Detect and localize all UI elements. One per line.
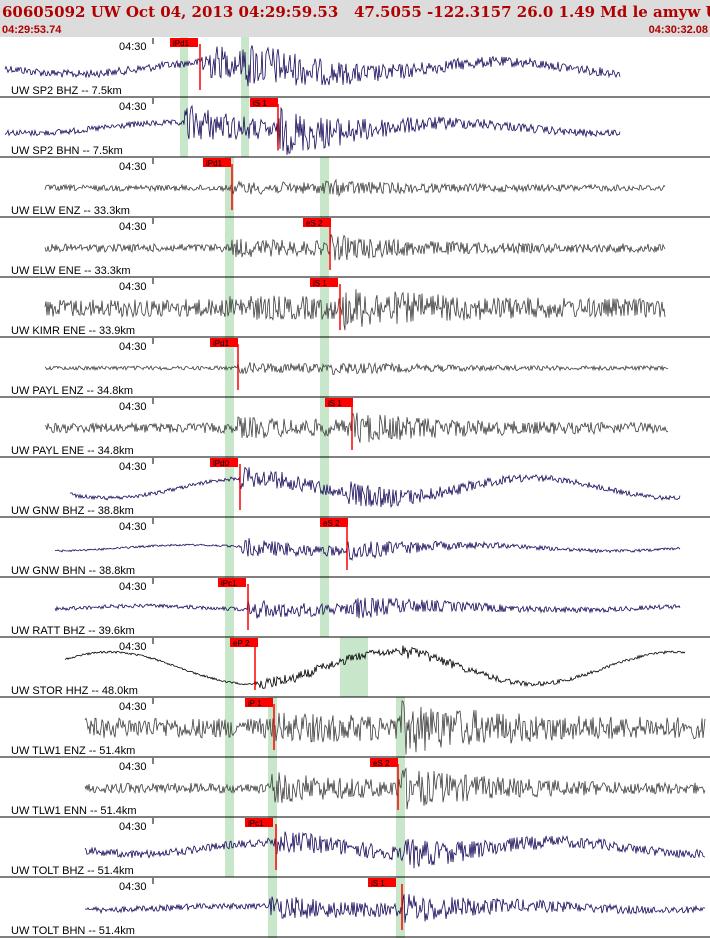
pick-label[interactable]: iP 1	[248, 699, 262, 708]
trace-label: UW TLW1 ENZ -- 51.4km	[11, 745, 135, 757]
waveform-trace	[69, 466, 681, 508]
waveform-trace	[44, 178, 666, 198]
pick-flag[interactable]	[245, 818, 273, 827]
waveform-trace	[54, 597, 681, 619]
trace-label: UW STOR HHZ -- 48.0km	[11, 685, 138, 697]
pick-flag[interactable]	[230, 638, 258, 647]
time-label: 04:30	[119, 341, 147, 353]
pick-flag[interactable]	[210, 458, 238, 467]
pick-label[interactable]: iS 1	[253, 99, 267, 108]
time-label: 04:30	[119, 101, 147, 113]
time-label: 04:30	[119, 701, 147, 713]
pick-flag[interactable]	[218, 578, 246, 587]
time-label: 04:30	[119, 281, 147, 293]
pick-label[interactable]: iS 1	[313, 279, 327, 288]
trace-label: UW TOLT BHZ -- 51.4km	[11, 865, 134, 877]
trace-label: UW SP2 BHN -- 7.5km	[11, 145, 123, 157]
time-label: 04:30	[119, 461, 147, 473]
trace-label: UW TOLT BHN -- 51.4km	[11, 925, 135, 937]
pick-window-band	[340, 637, 368, 697]
trace-label: UW TLW1 ENN -- 51.4km	[11, 805, 137, 817]
start-time: 04:29:53.74	[2, 24, 62, 36]
trace-label: UW RATT BHZ -- 39.6km	[11, 625, 135, 637]
pick-label[interactable]: eP 2	[233, 639, 250, 648]
header-bar: 60605092 UW Oct 04, 2013 04:29:59.53 47.…	[0, 0, 710, 37]
waveform-trace	[44, 289, 666, 331]
time-label: 04:30	[119, 881, 147, 893]
pick-flag[interactable]	[370, 758, 398, 767]
pick-label[interactable]: iPd1	[213, 339, 230, 348]
pick-label[interactable]: iS 1	[328, 399, 342, 408]
pick-flag[interactable]	[368, 878, 396, 887]
pick-flag[interactable]	[170, 38, 198, 47]
trace-label: UW ELW ENE -- 33.3km	[11, 265, 131, 277]
time-label: 04:30	[119, 161, 147, 173]
time-label: 04:30	[119, 221, 147, 233]
pick-label[interactable]: iS 1	[371, 879, 385, 888]
pick-label[interactable]: eS 2	[323, 519, 340, 528]
pick-flag[interactable]	[245, 698, 273, 707]
waveform-trace	[84, 700, 706, 755]
pick-flag[interactable]	[325, 398, 353, 407]
seismogram-panel: 04:30 iPd1 UW SP2 BHZ -- 7.5km 04:30 iS 1 UW …	[0, 37, 710, 938]
pick-label[interactable]: iPc1	[221, 579, 237, 588]
waveform-trace	[64, 645, 686, 690]
trace-label: UW ELW ENZ -- 33.3km	[11, 205, 130, 217]
pick-label[interactable]: eS 2	[373, 759, 390, 768]
waveform-trace	[44, 234, 666, 261]
waveform-trace	[44, 362, 669, 376]
trace-label: UW PAYL ENZ -- 34.8km	[11, 385, 133, 397]
trace-label: UW GNW BHN -- 38.8km	[11, 565, 135, 577]
end-time: 04:30:32.08	[648, 24, 708, 36]
waveform-trace	[84, 894, 706, 923]
waveform-trace	[84, 767, 706, 810]
pick-label[interactable]: eS 2	[306, 219, 323, 228]
pick-label[interactable]: iPd1	[173, 39, 190, 48]
time-label: 04:30	[119, 401, 147, 413]
time-label: 04:30	[119, 821, 147, 833]
trace-label: UW KIMR ENE -- 33.9km	[11, 325, 135, 337]
pick-flag[interactable]	[320, 518, 348, 527]
pick-label[interactable]: iPd0	[213, 459, 230, 468]
trace-label: UW PAYL ENE -- 34.8km	[11, 445, 134, 457]
event-title: 60605092 UW Oct 04, 2013 04:29:59.53 47.…	[2, 3, 710, 21]
pick-flag[interactable]	[210, 338, 238, 347]
pick-flag[interactable]	[250, 98, 278, 107]
waveform-trace	[54, 538, 681, 562]
waveform-trace	[4, 104, 621, 155]
pick-flag[interactable]	[203, 158, 231, 167]
waveform-trace	[44, 412, 669, 443]
pick-label[interactable]: iPd1	[206, 159, 223, 168]
time-label: 04:30	[119, 521, 147, 533]
waveform-trace	[4, 45, 621, 87]
time-label: 04:30	[119, 761, 147, 773]
pick-flag[interactable]	[303, 218, 331, 227]
trace-label: UW SP2 BHZ -- 7.5km	[11, 85, 122, 97]
time-label: 04:30	[119, 581, 147, 593]
pick-flag[interactable]	[310, 278, 338, 287]
trace-label: UW GNW BHZ -- 38.8km	[11, 505, 134, 517]
time-label: 04:30	[119, 41, 147, 53]
waveform-trace	[84, 831, 706, 869]
time-label: 04:30	[119, 641, 147, 653]
pick-label[interactable]: iPc1	[248, 819, 264, 828]
